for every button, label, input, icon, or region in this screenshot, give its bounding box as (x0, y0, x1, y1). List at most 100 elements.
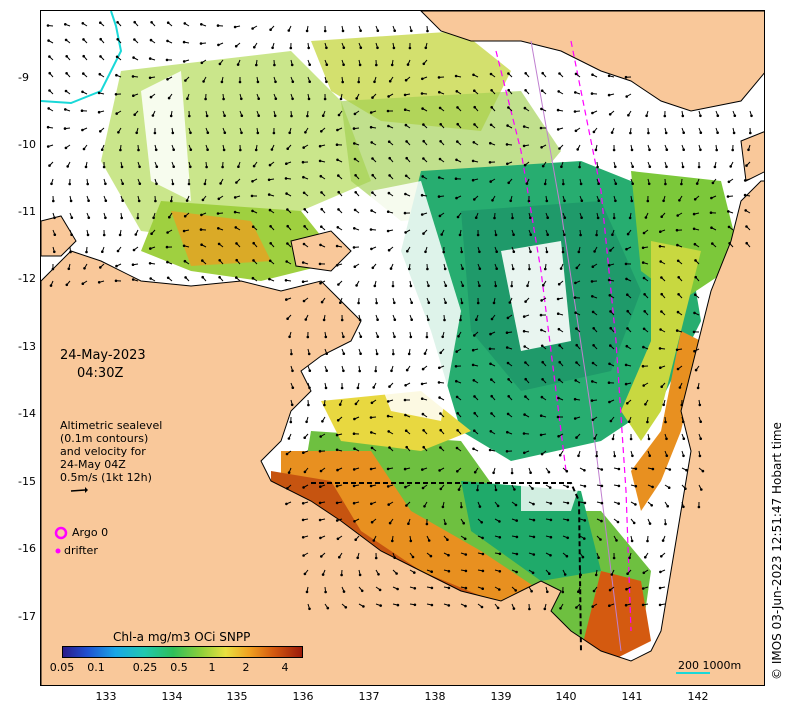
current-vector-head (238, 80, 242, 84)
current-vector-head (644, 555, 647, 559)
current-vector-head (495, 267, 499, 271)
current-vector-head (459, 318, 462, 322)
current-vector-head (64, 38, 68, 42)
current-vector-head (233, 25, 237, 29)
current-vector-head (290, 114, 293, 118)
current-vector-head (494, 284, 498, 288)
current-vector-head (353, 112, 357, 116)
current-vector-head (422, 232, 425, 235)
current-vector-head (84, 165, 88, 169)
current-vector-head (478, 250, 481, 254)
current-vector-head (354, 174, 357, 177)
current-vector-head (616, 520, 620, 524)
current-vector-head (664, 131, 668, 135)
current-vector-head (642, 231, 646, 235)
current-vector-head (355, 284, 358, 287)
current-vector-head (369, 416, 373, 419)
current-vector-head (630, 199, 634, 203)
current-vector-head (463, 537, 467, 541)
current-vector-head (149, 38, 153, 42)
current-vector-head (548, 572, 551, 575)
current-vector-head (447, 553, 450, 557)
current-vector-head (237, 165, 240, 168)
current-vector-head (660, 310, 663, 313)
current-vector-head (524, 89, 527, 92)
current-vector-head (114, 279, 118, 283)
current-vector-head (698, 454, 702, 458)
current-vector-head (522, 125, 526, 128)
current-vector-head (233, 210, 237, 214)
current-vector-head (566, 518, 570, 522)
colorbar-tick-2: 0.25 (132, 661, 158, 674)
current-vector-head (642, 384, 645, 387)
current-vector-head (540, 89, 544, 92)
current-vector-head (541, 164, 545, 168)
current-vector-head (166, 260, 169, 264)
colorbar-tick-6: 4 (281, 661, 289, 674)
current-vector-head (558, 72, 561, 75)
current-vector-head (540, 344, 544, 348)
current-vector-head (422, 157, 425, 160)
current-vector-head (49, 284, 53, 287)
current-vector-head (630, 148, 634, 152)
current-vector-head (393, 335, 396, 339)
current-vector-head (475, 318, 478, 322)
current-vector-head (325, 369, 329, 373)
current-vector-head (676, 259, 680, 263)
current-vector-head (354, 402, 358, 406)
current-vector-head (456, 412, 460, 415)
current-vector-head (460, 505, 463, 509)
current-vector-head (257, 114, 260, 117)
current-vector-head (438, 157, 442, 161)
current-vector-head (386, 414, 390, 418)
current-vector-head (386, 467, 390, 471)
current-vector-head (658, 603, 662, 607)
current-vector-head (609, 326, 612, 330)
current-vector-head (273, 63, 276, 67)
current-vector-head (628, 216, 632, 220)
current-vector-head (579, 233, 582, 237)
current-vector-head (137, 199, 141, 203)
current-vector-head (545, 199, 549, 203)
current-vector-head (514, 503, 518, 507)
current-vector-head (303, 225, 306, 228)
current-vector-head (82, 72, 85, 75)
current-vector-head (369, 125, 373, 129)
current-vector-head (625, 247, 628, 251)
current-vector-head (480, 605, 484, 609)
current-vector-head (306, 335, 310, 339)
current-vector-head (514, 589, 517, 592)
current-vector-head (371, 266, 375, 270)
current-vector-head (693, 349, 696, 353)
current-vector-head (583, 501, 587, 505)
current-vector-head (307, 403, 310, 407)
current-vector-head (285, 298, 288, 301)
current-vector-head (403, 108, 407, 111)
current-vector-head (540, 299, 543, 302)
current-vector-head (422, 123, 425, 126)
current-vector-head (286, 487, 289, 490)
current-vector-head (642, 571, 646, 575)
current-vector-head (457, 335, 460, 338)
current-vector-head (498, 536, 502, 539)
current-vector-head (444, 301, 447, 305)
current-vector-head (404, 78, 408, 82)
current-vector-head (548, 486, 552, 489)
current-vector-head (612, 216, 616, 220)
current-vector-head (472, 141, 476, 144)
current-vector-head (575, 606, 578, 609)
current-vector-head (274, 80, 277, 84)
current-vector-head (405, 368, 409, 372)
current-vector-head (711, 181, 715, 185)
current-vector-head (353, 520, 356, 523)
current-vector-head (386, 485, 390, 488)
current-vector-head (681, 165, 685, 169)
current-vector-head (393, 318, 397, 322)
current-vector-head (728, 242, 731, 245)
current-vector-head (403, 398, 407, 402)
current-vector-head (189, 148, 193, 151)
current-vector-head (489, 332, 492, 336)
current-vector-head (531, 571, 535, 575)
current-vector-head (611, 437, 615, 441)
current-vector-head (289, 420, 293, 424)
